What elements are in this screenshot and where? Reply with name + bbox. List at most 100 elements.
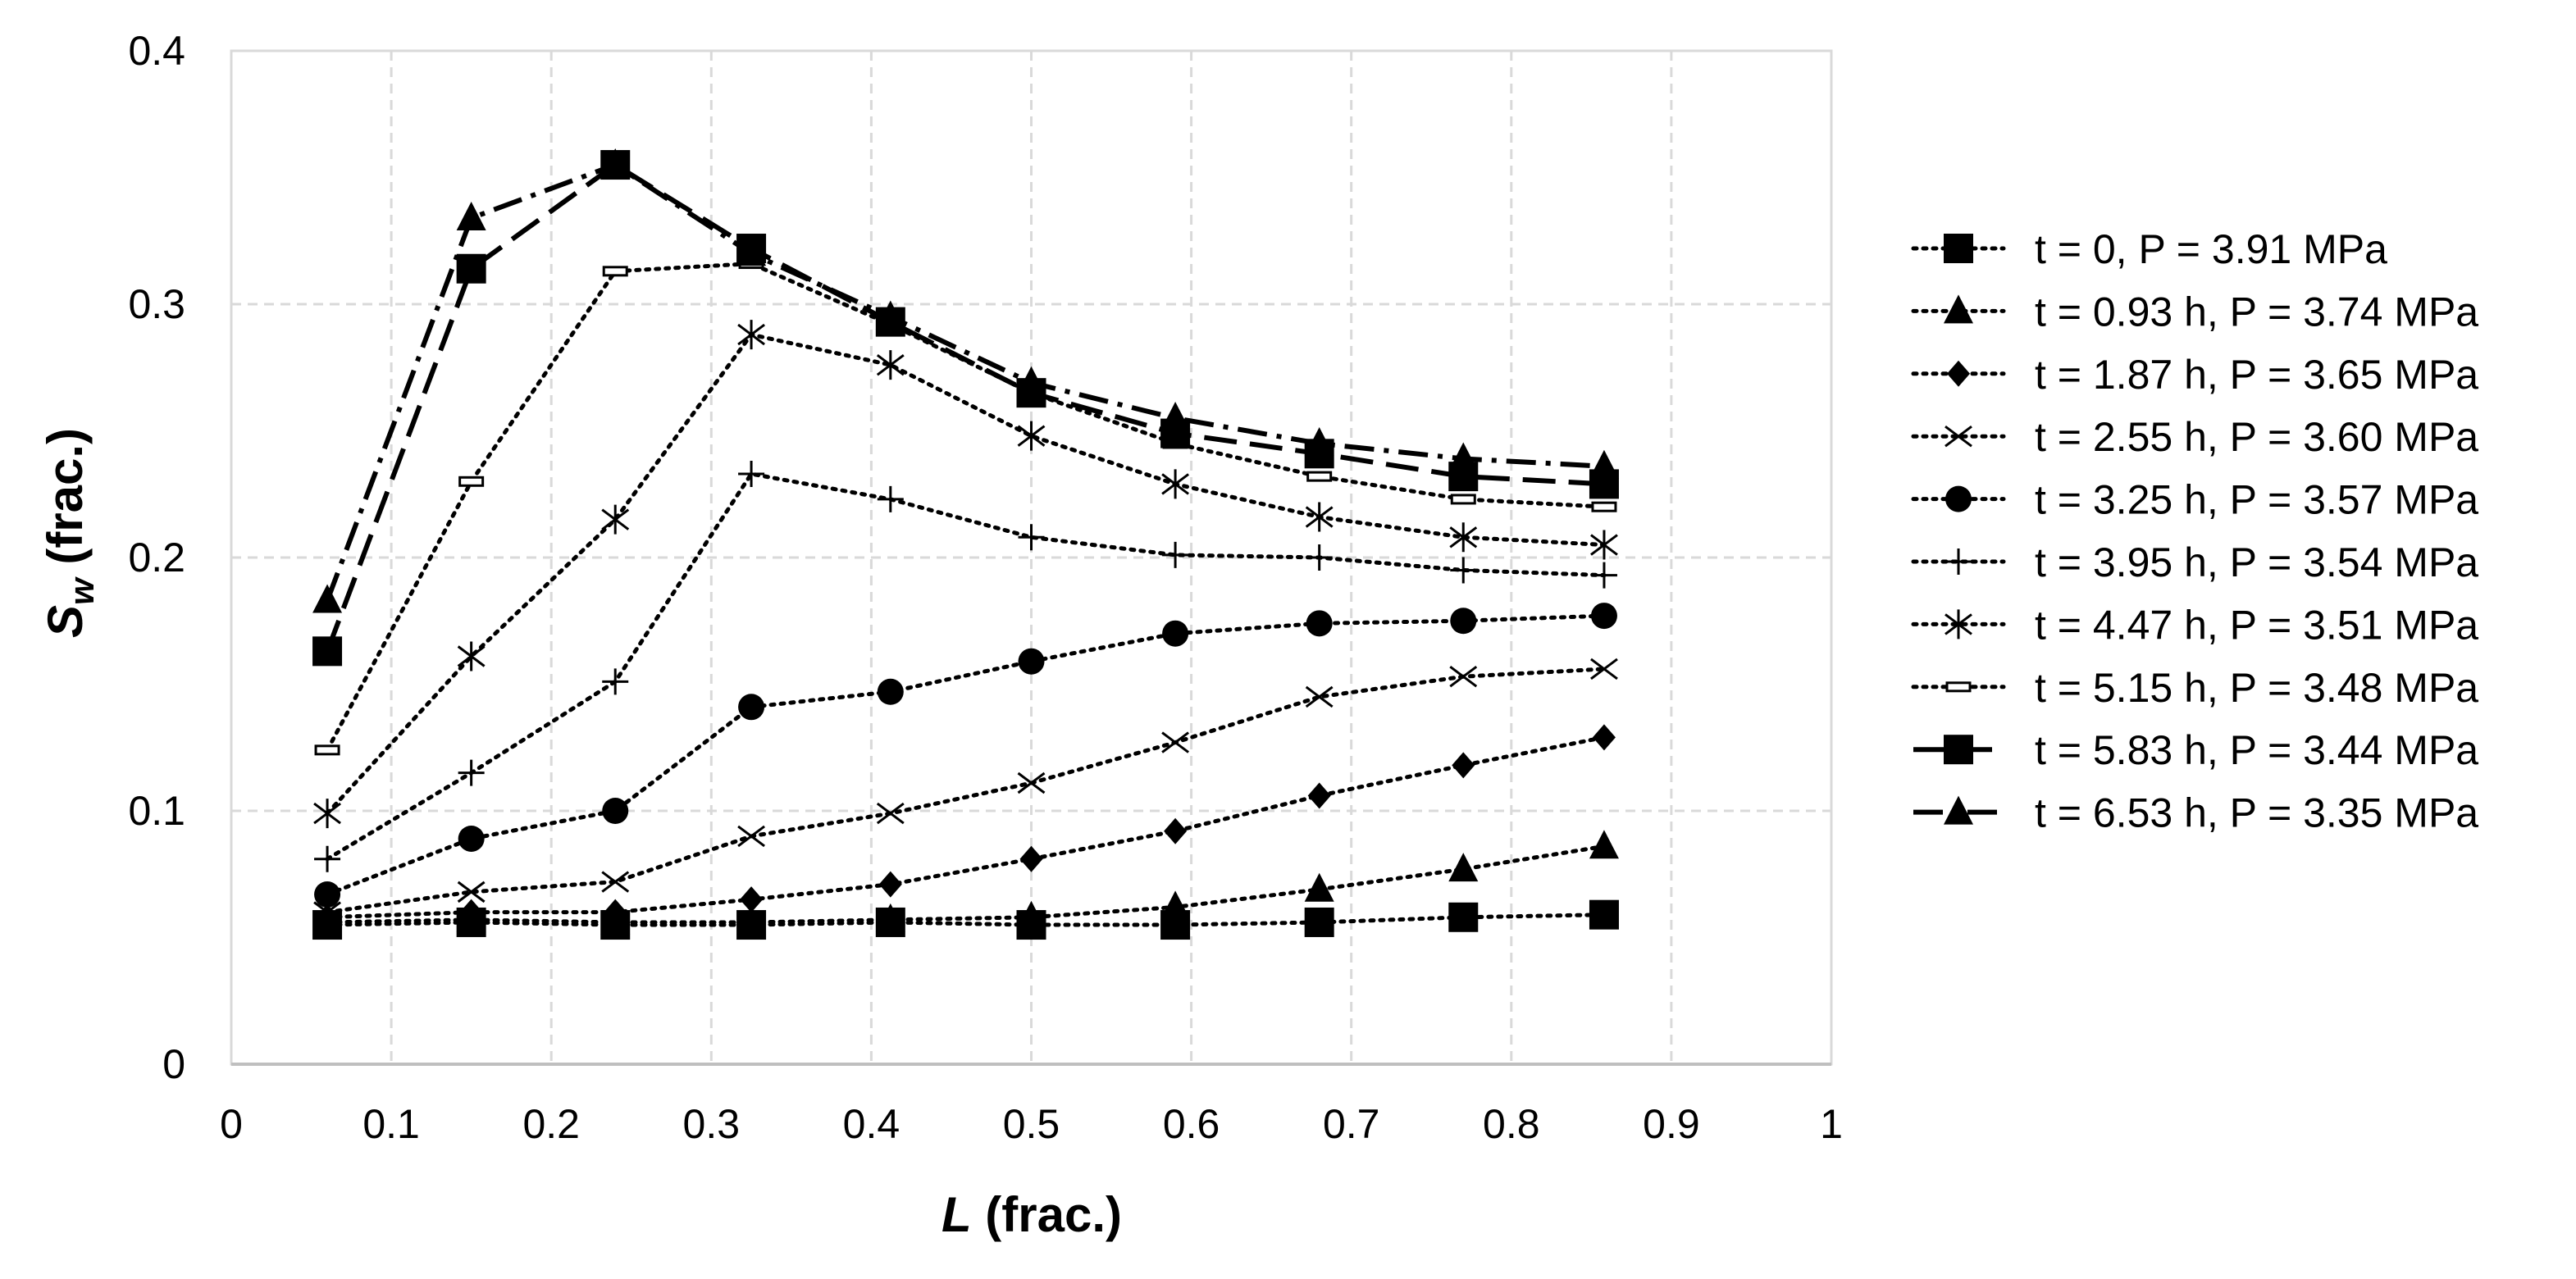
data-point: [1450, 557, 1477, 584]
data-point: [1162, 541, 1189, 568]
data-point: [459, 899, 483, 926]
legend-item-5: t = 3.25 h, P = 3.57 MPa: [1911, 477, 2478, 523]
axes: 0 0.1 0.2 0.3 0.4 0.5 0.6 0.7 0.8 0.9 1 0 0.1 0.2 0.3 0…: [128, 28, 1842, 1147]
legend-label: t = 4.47 h, P = 3.51 MPa: [2035, 602, 2478, 648]
data-point: [1161, 731, 1189, 753]
data-point: [1305, 502, 1334, 532]
data-point: [736, 905, 767, 935]
legend-marker: [1944, 795, 1973, 825]
series-5: [314, 603, 1617, 908]
data-point: [1018, 524, 1045, 551]
data-point: [1307, 782, 1331, 809]
data-point: [316, 903, 340, 931]
data-point: [456, 253, 486, 284]
x-tick-label: 0.7: [1323, 1101, 1380, 1147]
x-tick-label: 0.5: [1003, 1101, 1060, 1147]
data-point: [737, 825, 765, 848]
data-point: [1017, 771, 1046, 794]
data-point: [737, 320, 765, 350]
data-point: [1160, 890, 1191, 920]
y-tick-label: 0.1: [128, 788, 185, 834]
data-point: [1306, 610, 1333, 637]
data-point: [456, 201, 486, 230]
data-point: [1304, 907, 1334, 937]
data-point: [1306, 471, 1333, 482]
data-point: [457, 641, 486, 671]
data-point: [458, 476, 485, 487]
y-axis-title-subscript: w: [62, 576, 101, 605]
y-tick-label: 0: [162, 1041, 185, 1087]
legend-item-3: t = 1.87 h, P = 3.65 MPa: [1911, 352, 2478, 398]
x-axis-title-unit: (frac.): [972, 1187, 1122, 1242]
data-point: [1590, 658, 1618, 680]
y-tick-label: 0.2: [128, 535, 185, 580]
legend: t = 0, P = 3.91 MPa t = 0.93 h, P = 3.74 …: [1911, 226, 2478, 836]
data-point: [738, 461, 765, 488]
series-line: [325, 471, 1607, 862]
data-point: [1306, 544, 1333, 571]
data-point: [1448, 442, 1479, 471]
legend-marker: [1945, 485, 1972, 512]
series-line: [325, 162, 1605, 653]
series-7: [313, 320, 1618, 829]
data-point: [602, 798, 629, 824]
data-point: [602, 668, 629, 695]
y-axis-title-symbol: S: [38, 605, 93, 638]
x-axis-title: L (frac.): [941, 1187, 1122, 1242]
data-point: [1589, 449, 1619, 479]
legend-item-4: t = 2.55 h, P = 3.60 MPa: [1911, 414, 2478, 460]
data-point: [458, 825, 485, 852]
series-3: [316, 724, 1616, 931]
legend-item-9: t = 5.83 h, P = 3.44 MPa: [1913, 727, 2478, 773]
series-line: [325, 913, 1607, 927]
x-tick-label: 0.2: [522, 1101, 580, 1147]
data-point: [1161, 469, 1189, 499]
legend-item-7: t = 4.47 h, P = 3.51 MPa: [1911, 602, 2478, 648]
data-point: [1591, 501, 1617, 512]
series-line: [325, 613, 1607, 897]
legend-label: t = 0, P = 3.91 MPa: [2035, 226, 2387, 272]
data-point: [1164, 817, 1188, 844]
data-point: [1016, 900, 1046, 930]
data-point: [1448, 902, 1479, 932]
y-axis-title: Sw (frac.): [38, 428, 101, 638]
legend-label: t = 2.55 h, P = 3.60 MPa: [2035, 414, 2478, 460]
y-tick-label: 0.4: [128, 28, 185, 74]
data-point: [1019, 845, 1043, 872]
x-tick-label: 0: [220, 1101, 243, 1147]
data-point: [1590, 603, 1617, 630]
data-point: [457, 881, 486, 903]
data-point: [875, 300, 905, 330]
data-point: [1305, 685, 1334, 708]
legend-label: t = 5.15 h, P = 3.48 MPa: [2035, 665, 2478, 711]
legend-item-10: t = 6.53 h, P = 3.35 MPa: [1913, 790, 2478, 836]
series-line: [325, 332, 1607, 816]
data-point: [314, 881, 341, 908]
legend-label: t = 6.53 h, P = 3.35 MPa: [2035, 790, 2478, 836]
data-point: [601, 504, 630, 535]
legend-item-2: t = 0.93 h, P = 3.74 MPa: [1911, 289, 2478, 335]
data-point: [1450, 494, 1476, 505]
data-point: [314, 744, 340, 756]
data-point: [1016, 366, 1046, 395]
data-point: [1592, 724, 1616, 751]
legend-marker: [1945, 609, 1972, 640]
x-tick-label: 0.3: [683, 1101, 741, 1147]
data-point: [1162, 620, 1189, 647]
series-line: [325, 844, 1607, 925]
x-tick-label: 0.6: [1163, 1101, 1220, 1147]
data-point: [1018, 648, 1045, 675]
data-point: [738, 694, 765, 721]
data-point: [1160, 402, 1191, 431]
data-point: [876, 350, 905, 380]
legend-label: t = 5.83 h, P = 3.44 MPa: [2035, 727, 2478, 773]
series-line: [325, 735, 1607, 920]
series-8: [314, 258, 1617, 756]
series-6: [314, 461, 1617, 872]
x-tick-label: 0.1: [362, 1101, 420, 1147]
legend-label: t = 1.87 h, P = 3.65 MPa: [2035, 352, 2478, 398]
legend-item-6: t = 3.95 h, P = 3.54 MPa: [1911, 539, 2478, 585]
series-2: [312, 830, 1619, 935]
